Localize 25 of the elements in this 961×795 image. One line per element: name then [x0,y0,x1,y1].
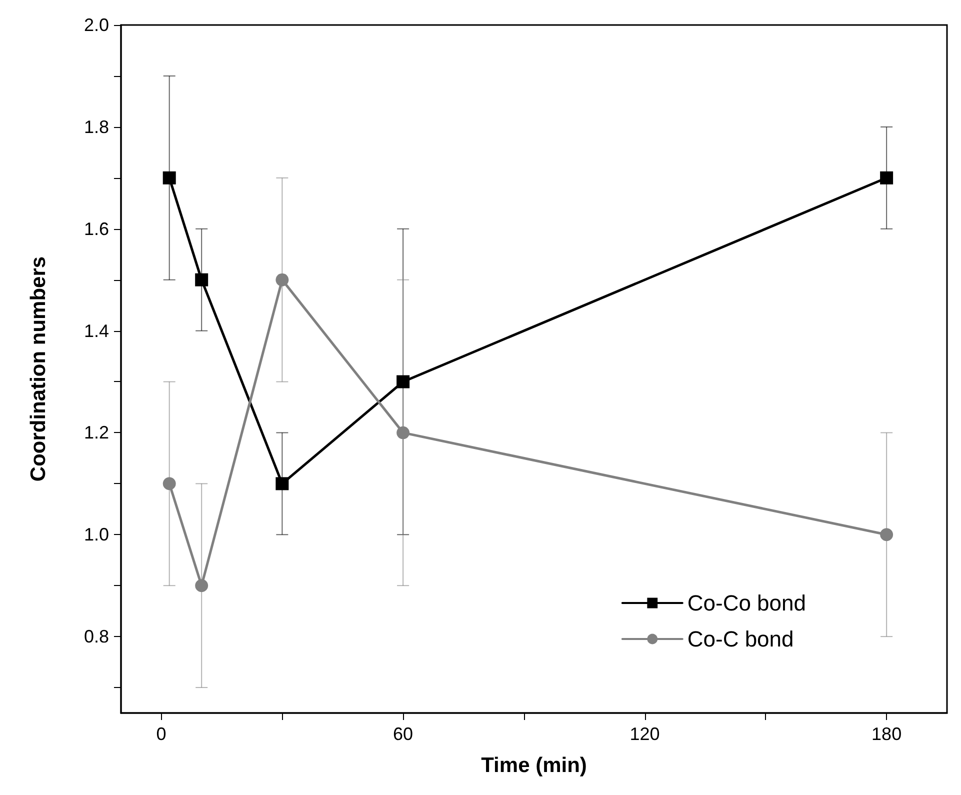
y-tick-label: 2.0 [84,15,109,35]
point [276,273,289,286]
y-tick-label: 1.8 [84,116,109,137]
x-tick-label: 0 [156,724,166,744]
point [195,273,208,286]
point [396,426,410,440]
y-tick-label: 1.4 [84,320,109,341]
point [162,477,176,490]
x-tick-label: 60 [393,724,414,744]
point [162,171,176,184]
point [276,477,289,490]
point [880,171,894,184]
y-tick-label: 1.2 [84,422,109,443]
legend-label: Co-Co bond [687,590,806,616]
point [880,528,894,542]
x-tick-label: 180 [872,724,902,744]
y-tick-label: 1.6 [84,218,109,239]
y-tick-label: 0.8 [84,626,109,647]
x-tick-label: 120 [630,724,660,744]
point [396,375,410,388]
y-axis-title: Coordination numbers [27,256,50,482]
legend-label: Co-C bond [687,626,794,652]
y-tick-label: 1.0 [84,524,109,545]
x-axis-title: Time (min) [481,754,587,777]
point [195,579,208,592]
